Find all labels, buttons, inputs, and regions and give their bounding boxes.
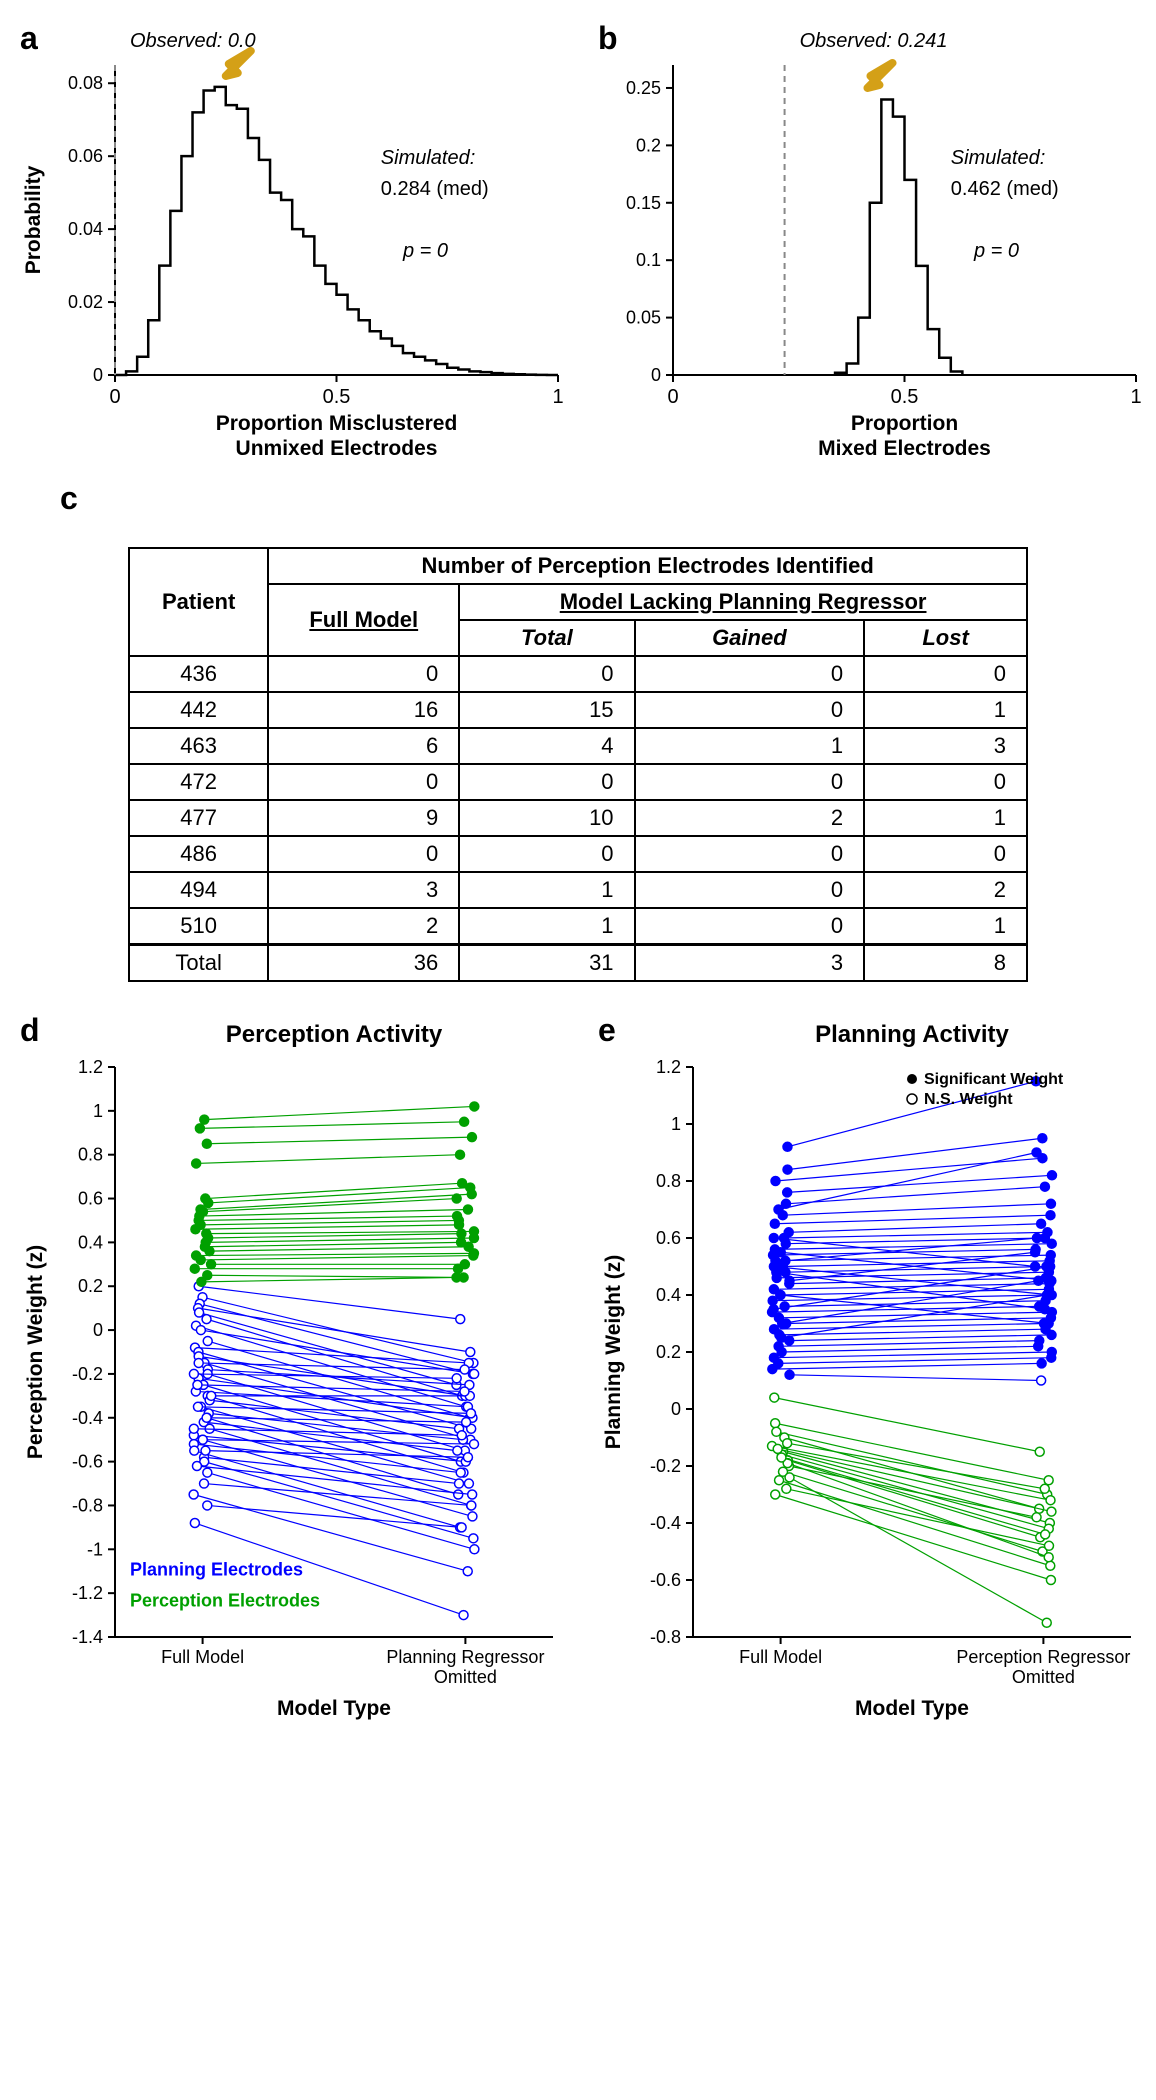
- svg-text:0.6: 0.6: [656, 1228, 681, 1248]
- panel-d-chart: Perception Activity -1.4 -1.2 -1 -0.8 -0.6 -0.…: [20, 1012, 578, 1732]
- figure: a 0 0.5 1 0 0.02 0.04 0.06 0.08 Observed: 0.0 Sim…: [20, 20, 1136, 1732]
- col-title: Number of Perception Electrodes Identifi…: [268, 548, 1027, 584]
- svg-text:0.2: 0.2: [656, 1342, 681, 1362]
- svg-text:Observed: 0.241: Observed: 0.241: [800, 30, 948, 52]
- panel-b: b 0 0.5 1 0 0.05 0.1 0.15 0.2 0.25 Observed: 0.24…: [598, 20, 1156, 470]
- svg-text:1.2: 1.2: [78, 1057, 103, 1077]
- svg-text:Model Type: Model Type: [855, 1697, 969, 1720]
- panel-a-chart: 0 0.5 1 0 0.02 0.04 0.06 0.08 Observed: 0.0 Simul…: [20, 20, 578, 470]
- panel-a: a 0 0.5 1 0 0.02 0.04 0.06 0.08 Observed: 0.0 Sim…: [20, 20, 578, 470]
- panel-c: c Patient Number of Perception Electrode…: [20, 480, 1136, 982]
- svg-text:-0.8: -0.8: [650, 1627, 681, 1647]
- panel-e-chart: Planning Activity -0.8 -0.6 -0.4 -0.2 0 0.2 0.4…: [598, 1012, 1156, 1732]
- svg-text:-1: -1: [87, 1539, 103, 1559]
- svg-text:0.462 (med): 0.462 (med): [951, 178, 1059, 200]
- svg-text:0.04: 0.04: [68, 219, 103, 239]
- svg-text:0.05: 0.05: [626, 308, 661, 328]
- electrode-table: Patient Number of Perception Electrodes …: [128, 547, 1028, 982]
- svg-text:0: 0: [109, 386, 120, 408]
- svg-text:Observed: 0.0: Observed: 0.0: [130, 30, 256, 52]
- svg-text:1: 1: [1130, 386, 1141, 408]
- col-gained: Gained: [712, 625, 787, 650]
- svg-text:-0.6: -0.6: [650, 1570, 681, 1590]
- svg-text:Mixed Electrodes: Mixed Electrodes: [818, 437, 991, 460]
- svg-text:Simulated:: Simulated:: [381, 147, 476, 169]
- svg-text:Omitted: Omitted: [1012, 1667, 1075, 1687]
- panel-e-label: e: [598, 1012, 616, 1049]
- svg-text:Planning Activity: Planning Activity: [815, 1021, 1009, 1048]
- svg-text:p = 0: p = 0: [973, 240, 1019, 262]
- col-patient: Patient: [129, 548, 268, 656]
- svg-text:Model Type: Model Type: [277, 1697, 391, 1720]
- svg-text:N.S. Weight: N.S. Weight: [924, 1091, 1013, 1108]
- svg-text:0.5: 0.5: [323, 386, 351, 408]
- col-lacking: Model Lacking Planning Regressor: [560, 589, 927, 614]
- svg-text:0.1: 0.1: [636, 250, 661, 270]
- panel-e: e Planning Activity -0.8 -0.6 -0.4 -0.2 0 0.2 0…: [598, 1012, 1156, 1732]
- col-total: Total: [521, 625, 573, 650]
- panel-d: d Perception Activity -1.4 -1.2 -1 -0.8 -0.6 -…: [20, 1012, 578, 1732]
- svg-text:p = 0: p = 0: [402, 240, 448, 262]
- panel-a-label: a: [20, 20, 38, 57]
- svg-text:Perception Electrodes: Perception Electrodes: [130, 1590, 320, 1610]
- svg-text:Unmixed Electrodes: Unmixed Electrodes: [236, 437, 438, 460]
- svg-text:0: 0: [667, 386, 678, 408]
- svg-text:-1.4: -1.4: [72, 1627, 103, 1647]
- svg-text:0.284 (med): 0.284 (med): [381, 178, 489, 200]
- col-lost: Lost: [922, 625, 968, 650]
- svg-text:0.2: 0.2: [78, 1276, 103, 1296]
- panel-d-label: d: [20, 1012, 40, 1049]
- svg-text:0: 0: [93, 1320, 103, 1340]
- svg-text:-0.6: -0.6: [72, 1452, 103, 1472]
- svg-text:-0.4: -0.4: [650, 1513, 681, 1533]
- col-full: Full Model: [309, 607, 418, 632]
- svg-text:1: 1: [552, 386, 563, 408]
- svg-text:-0.2: -0.2: [72, 1364, 103, 1384]
- svg-text:0.4: 0.4: [656, 1285, 681, 1305]
- svg-text:1: 1: [93, 1101, 103, 1121]
- svg-text:0: 0: [93, 365, 103, 385]
- panel-c-label: c: [60, 480, 1136, 517]
- panel-b-label: b: [598, 20, 618, 57]
- svg-text:0.15: 0.15: [626, 193, 661, 213]
- panel-b-chart: 0 0.5 1 0 0.05 0.1 0.15 0.2 0.25 Observed: 0.241 S…: [598, 20, 1156, 470]
- svg-text:0.8: 0.8: [78, 1145, 103, 1165]
- svg-text:0.8: 0.8: [656, 1171, 681, 1191]
- svg-text:0.25: 0.25: [626, 78, 661, 98]
- svg-text:0.5: 0.5: [891, 386, 919, 408]
- svg-text:0.06: 0.06: [68, 146, 103, 166]
- svg-text:0: 0: [651, 365, 661, 385]
- svg-text:Perception Activity: Perception Activity: [226, 1021, 443, 1048]
- svg-text:Planning Electrodes: Planning Electrodes: [130, 1560, 303, 1580]
- svg-text:Significant Weight: Significant Weight: [924, 1071, 1064, 1088]
- svg-text:Proportion: Proportion: [851, 412, 958, 435]
- svg-text:-0.2: -0.2: [650, 1456, 681, 1476]
- svg-text:Proportion Misclustered: Proportion Misclustered: [216, 412, 458, 435]
- svg-text:0.02: 0.02: [68, 292, 103, 312]
- svg-text:-0.8: -0.8: [72, 1495, 103, 1515]
- svg-text:Perception Regressor: Perception Regressor: [956, 1647, 1130, 1667]
- svg-text:-1.2: -1.2: [72, 1583, 103, 1603]
- svg-text:0.08: 0.08: [68, 73, 103, 93]
- svg-text:0.6: 0.6: [78, 1189, 103, 1209]
- svg-text:1.2: 1.2: [656, 1057, 681, 1077]
- svg-text:0.4: 0.4: [78, 1232, 103, 1252]
- svg-text:Planning Regressor: Planning Regressor: [386, 1647, 544, 1667]
- svg-text:-0.4: -0.4: [72, 1408, 103, 1428]
- svg-text:Probability: Probability: [22, 165, 45, 274]
- svg-text:0: 0: [671, 1399, 681, 1419]
- svg-text:Simulated:: Simulated:: [951, 147, 1046, 169]
- svg-text:Omitted: Omitted: [434, 1667, 497, 1687]
- svg-text:0.2: 0.2: [636, 135, 661, 155]
- svg-text:1: 1: [671, 1114, 681, 1134]
- svg-text:Full Model: Full Model: [161, 1647, 244, 1667]
- svg-text:Perception Weight (z): Perception Weight (z): [24, 1245, 47, 1459]
- svg-text:Planning Weight (z): Planning Weight (z): [602, 1255, 625, 1449]
- svg-text:Full Model: Full Model: [739, 1647, 822, 1667]
